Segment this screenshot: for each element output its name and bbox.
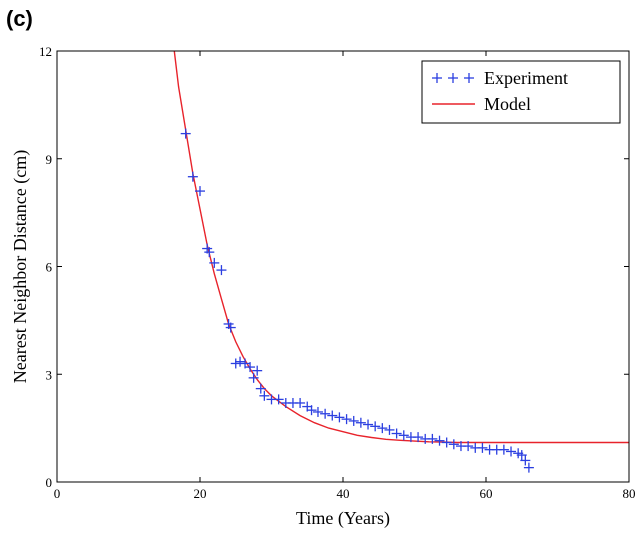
panel-label: (c) bbox=[6, 6, 33, 31]
x-tick-label: 0 bbox=[54, 486, 61, 501]
legend-label-model: Model bbox=[484, 94, 531, 114]
y-tick-label: 6 bbox=[46, 260, 53, 275]
experiment-point bbox=[391, 428, 402, 439]
experiment-point bbox=[377, 423, 388, 434]
experiment-point bbox=[413, 432, 424, 443]
y-axis-label: Nearest Neighbor Distance (cm) bbox=[10, 150, 31, 383]
experiment-point bbox=[245, 362, 256, 373]
experiment-point bbox=[363, 419, 374, 430]
experiment-point bbox=[448, 439, 459, 450]
experiment-point bbox=[427, 433, 438, 444]
legend: Experiment Model bbox=[421, 60, 621, 124]
experiment-point bbox=[255, 383, 266, 394]
experiment-point bbox=[195, 186, 205, 197]
experiment-point bbox=[477, 442, 488, 453]
experiment-point bbox=[273, 394, 284, 405]
legend-box bbox=[421, 60, 621, 124]
x-tick-label: 80 bbox=[623, 486, 636, 501]
legend-experiment-marker bbox=[464, 73, 474, 83]
plot-area bbox=[173, 51, 629, 473]
experiment-point bbox=[295, 397, 306, 408]
experiment-point bbox=[259, 390, 270, 401]
experiment-point bbox=[398, 430, 409, 441]
legend-label-experiment: Experiment bbox=[484, 68, 568, 88]
experiment-point bbox=[327, 410, 338, 421]
experiment-point bbox=[180, 128, 191, 139]
experiment-point bbox=[506, 446, 517, 457]
experiment-point bbox=[520, 455, 531, 466]
legend-experiment-marker bbox=[432, 73, 442, 83]
y-tick-label: 3 bbox=[46, 367, 53, 382]
x-tick-label: 20 bbox=[194, 486, 207, 501]
legend-experiment-markers bbox=[432, 73, 474, 83]
experiment-point bbox=[230, 358, 241, 369]
x-tick-label: 60 bbox=[480, 486, 493, 501]
y-tick-label: 0 bbox=[46, 475, 53, 490]
experiment-point bbox=[235, 356, 246, 367]
experiment-point bbox=[252, 365, 263, 376]
experiment-point bbox=[248, 372, 259, 383]
experiment-point bbox=[516, 450, 527, 461]
experiment-point bbox=[225, 322, 236, 333]
experiment-point bbox=[334, 412, 345, 423]
experiment-point bbox=[320, 408, 331, 419]
experiment-point bbox=[523, 462, 534, 473]
experiment-point bbox=[463, 441, 474, 452]
experiment-point bbox=[348, 415, 359, 426]
experiment-point bbox=[341, 414, 352, 425]
experiment-point bbox=[370, 421, 381, 432]
model-curve bbox=[173, 51, 629, 444]
y-tick-label: 12 bbox=[39, 44, 52, 59]
experiment-point bbox=[434, 435, 445, 446]
experiment-point bbox=[204, 247, 215, 258]
axes: 0 20 40 60 80 0 3 6 9 12 bbox=[39, 44, 636, 501]
x-tick-label: 40 bbox=[337, 486, 350, 501]
experiment-point bbox=[312, 406, 323, 417]
experiment-point bbox=[355, 417, 366, 428]
x-axis-label: Time (Years) bbox=[296, 508, 390, 529]
legend-experiment-marker bbox=[448, 73, 458, 83]
experiment-point bbox=[498, 444, 509, 455]
y-tick-label: 9 bbox=[46, 152, 53, 167]
experiment-point bbox=[441, 437, 452, 448]
experiment-point bbox=[209, 257, 220, 268]
experiment-point bbox=[216, 265, 227, 276]
experiment-point bbox=[306, 405, 317, 416]
experiment-point bbox=[187, 171, 198, 182]
experiment-point bbox=[384, 424, 395, 435]
experiment-point bbox=[240, 358, 251, 369]
